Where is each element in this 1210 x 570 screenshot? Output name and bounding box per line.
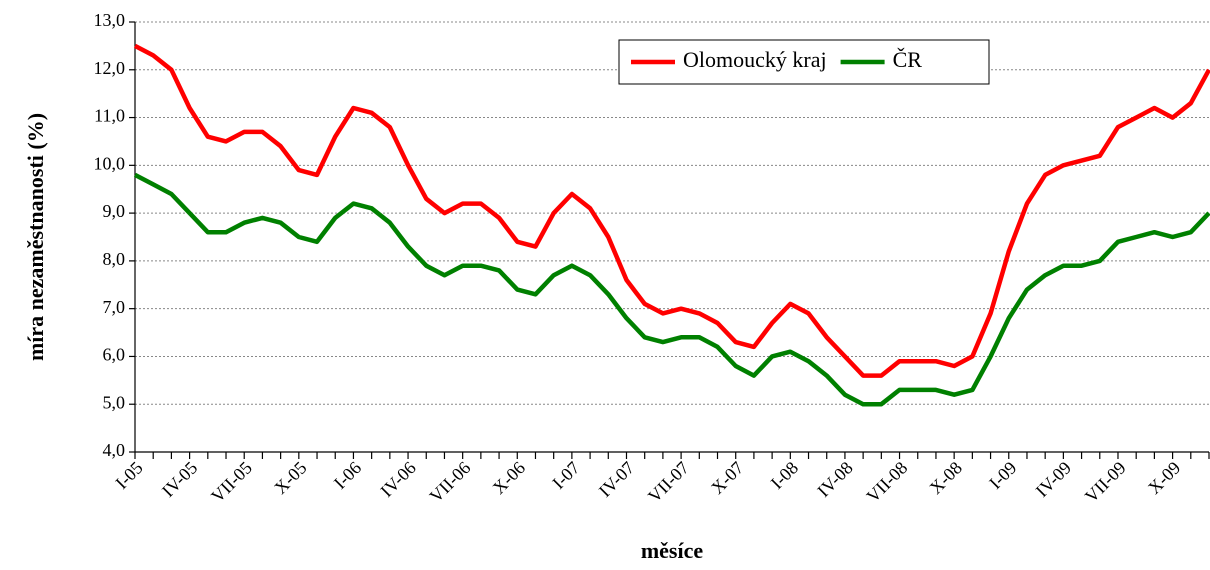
- x-tick-label: VII-08: [863, 458, 912, 507]
- x-tick-label: IV-08: [813, 458, 856, 501]
- legend-box: [618, 39, 990, 85]
- y-tick-label: 4,0: [103, 440, 126, 460]
- x-tick-label: I-05: [111, 458, 146, 493]
- y-tick-label: 9,0: [103, 201, 126, 221]
- y-tick-label: 12,0: [94, 58, 126, 78]
- x-tick-label: X-06: [489, 458, 529, 498]
- y-tick-label: 7,0: [103, 297, 126, 317]
- x-tick-label: VII-07: [644, 458, 693, 507]
- x-tick-label: IV-07: [595, 458, 638, 501]
- y-axis-label: míra nezaměstnanosti (%): [23, 113, 48, 361]
- x-tick-label: X-08: [926, 458, 966, 498]
- x-tick-label: IV-06: [376, 458, 419, 501]
- x-tick-label: X-05: [270, 458, 310, 498]
- x-tick-label: IV-09: [1032, 458, 1075, 501]
- series-line: [133, 43, 1210, 378]
- x-tick-label: I-08: [767, 458, 802, 493]
- x-tick-label: VII-09: [1081, 458, 1130, 507]
- x-tick-label: VII-05: [207, 458, 256, 507]
- x-tick-label: I-06: [330, 458, 365, 493]
- y-tick-label: 13,0: [94, 10, 126, 30]
- y-tick-label: 11,0: [94, 106, 125, 126]
- x-tick-label: X-09: [1144, 458, 1184, 498]
- series-line: [133, 172, 1210, 407]
- legend-label: ČR: [893, 47, 923, 72]
- y-tick-label: 6,0: [103, 345, 126, 365]
- legend-label: Olomoucký kraj: [683, 47, 827, 72]
- x-tick-label: I-07: [548, 458, 583, 493]
- y-tick-label: 5,0: [103, 392, 126, 412]
- x-tick-label: IV-05: [158, 458, 201, 501]
- y-tick-label: 8,0: [103, 249, 126, 269]
- x-axis-label: měsíce: [641, 538, 704, 563]
- y-tick-label: 10,0: [94, 153, 126, 173]
- x-tick-label: X-07: [707, 458, 747, 498]
- x-tick-label: VII-06: [426, 458, 475, 507]
- x-tick-label: I-09: [985, 458, 1020, 493]
